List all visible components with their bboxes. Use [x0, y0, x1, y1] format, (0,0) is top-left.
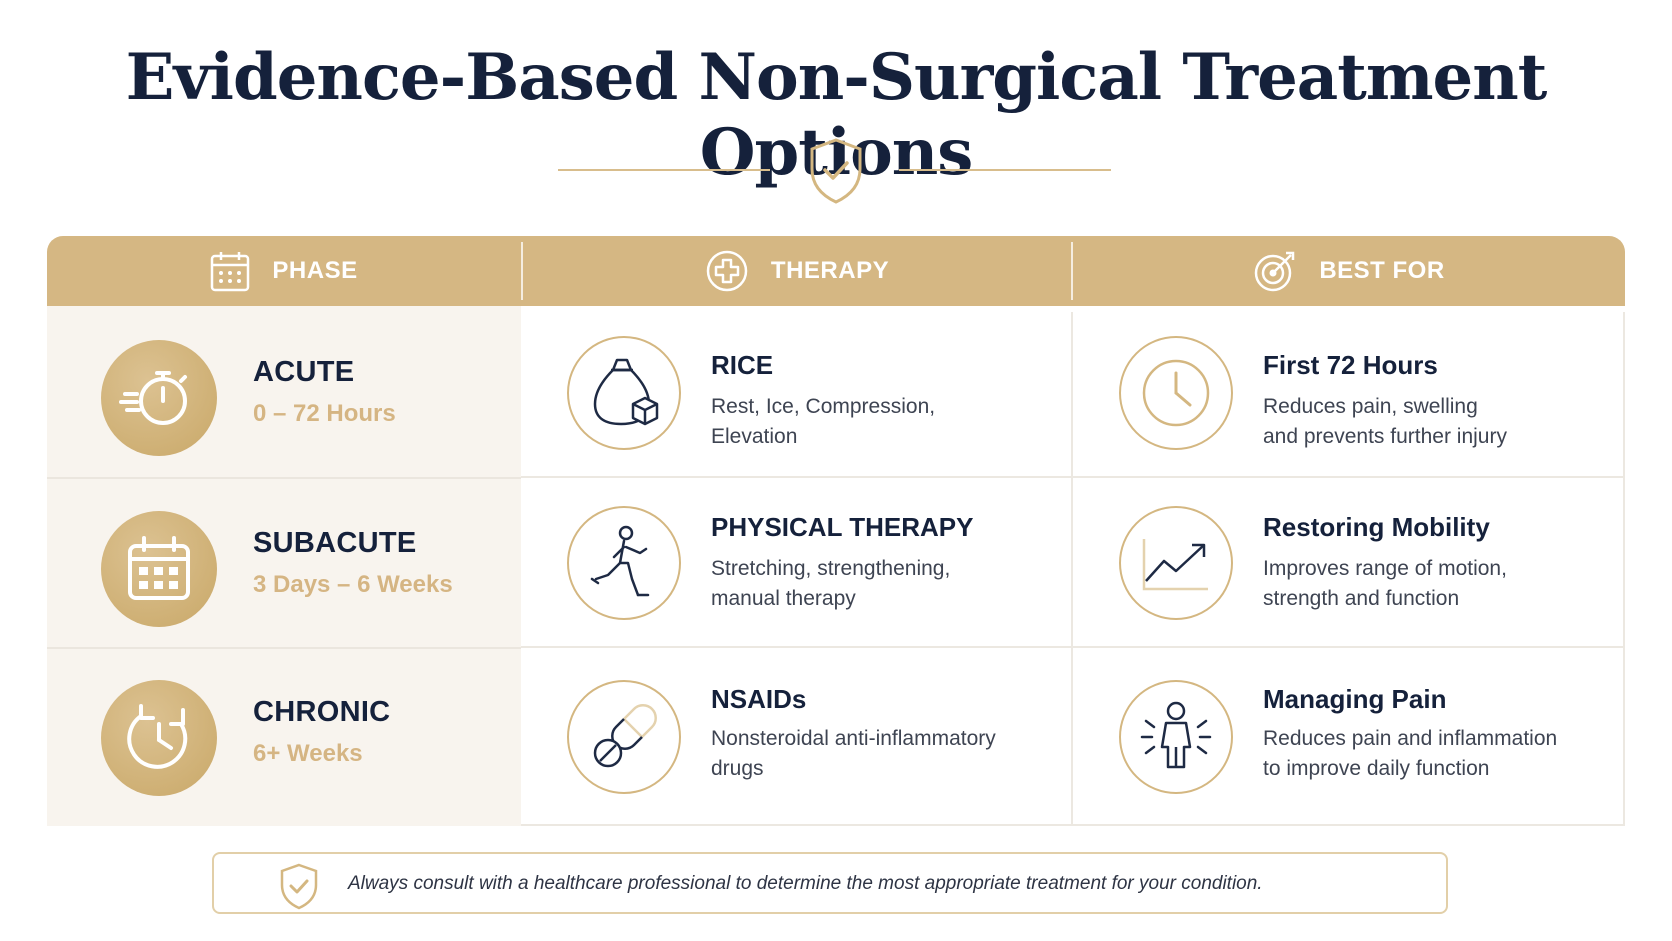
- clock-cycle-icon: [127, 704, 188, 769]
- header-best-for: BEST FOR: [1073, 236, 1625, 306]
- header-separator: [1071, 242, 1073, 300]
- therapy-cell: PHYSICAL THERAPY Stretching, strengtheni…: [521, 478, 1073, 648]
- therapy-icon-ring: [567, 506, 681, 620]
- best-for-icon-ring: [1119, 680, 1233, 794]
- ice-pack-icon: [593, 358, 659, 426]
- therapy-icon-ring: [567, 680, 681, 794]
- therapy-title: PHYSICAL THERAPY: [711, 512, 974, 542]
- best-for-cell: Restoring Mobility Improves range of mot…: [1073, 478, 1625, 648]
- lunge-exercise-icon: [590, 525, 650, 597]
- row-divider: [47, 647, 521, 649]
- header-phase: PHASE: [47, 236, 521, 306]
- best-for-icon-ring: [1119, 336, 1233, 450]
- best-for-icon-ring: [1119, 506, 1233, 620]
- header-phase-label: PHASE: [272, 257, 358, 284]
- calendar-icon: [128, 536, 190, 600]
- shield-check-icon: [280, 863, 318, 910]
- clock-icon: [1142, 359, 1210, 427]
- therapy-description: Rest, Ice, Compression, Elevation: [711, 395, 936, 448]
- phase-name: CHRONIC: [253, 696, 391, 728]
- therapy-description: Stretching, strengthening, manual therap…: [711, 557, 951, 610]
- title-divider-left: [558, 169, 770, 171]
- phase-range: 0 – 72 Hours: [253, 400, 396, 427]
- best-for-description: Reduces pain, swelling and prevents furt…: [1263, 395, 1507, 448]
- treatment-table: PHASE THERAPY BEST FOR: [47, 236, 1625, 826]
- therapy-description: Nonsteroidal anti-inflammatory drugs: [711, 727, 996, 780]
- phase-name: SUBACUTE: [253, 527, 417, 559]
- therapy-icon-ring: [567, 336, 681, 450]
- person-pain-icon: [1140, 701, 1212, 769]
- shield-check-icon: [810, 138, 862, 204]
- row-divider: [47, 477, 521, 479]
- disclaimer-box: Always consult with a healthcare profess…: [212, 852, 1448, 914]
- pill-icon: [593, 704, 657, 768]
- therapy-title: NSAIDs: [711, 684, 807, 714]
- target-icon: [1255, 251, 1295, 292]
- title-divider-right: [899, 169, 1111, 171]
- disclaimer-text: Always consult with a healthcare profess…: [348, 873, 1263, 894]
- header-therapy-label: THERAPY: [770, 257, 890, 284]
- header-best-for-label: BEST FOR: [1319, 257, 1445, 284]
- medical-cross-icon: [706, 250, 748, 292]
- best-for-cell: First 72 Hours Reduces pain, swelling an…: [1073, 312, 1625, 478]
- phase-range: 6+ Weeks: [253, 740, 363, 767]
- best-for-cell: Managing Pain Reduces pain and inflammat…: [1073, 648, 1625, 826]
- header-separator: [521, 242, 523, 300]
- stopwatch-icon: [119, 371, 187, 425]
- phase-icon-circle: [101, 511, 217, 627]
- calendar-icon: [211, 252, 250, 292]
- phase-icon-circle: [101, 680, 217, 796]
- best-for-description: Improves range of motion, strength and f…: [1263, 557, 1507, 610]
- best-for-title: Managing Pain: [1263, 684, 1447, 714]
- phase-range: 3 Days – 6 Weeks: [253, 571, 453, 598]
- best-for-title: First 72 Hours: [1263, 350, 1438, 380]
- phase-icon-circle: [101, 340, 217, 456]
- therapy-cell: RICE Rest, Ice, Compression, Elevation: [521, 312, 1073, 478]
- trend-up-icon: [1142, 539, 1208, 591]
- page-title: Evidence-Based Non-Surgical Treatment Op…: [125, 40, 1548, 190]
- best-for-title: Restoring Mobility: [1263, 512, 1490, 542]
- table-header: PHASE THERAPY BEST FOR: [47, 236, 1625, 306]
- phase-name: ACUTE: [253, 356, 355, 388]
- therapy-cell: NSAIDs Nonsteroidal anti-inflammatory dr…: [521, 648, 1073, 826]
- best-for-description: Reduces pain and inflammation to improve…: [1263, 727, 1558, 780]
- header-therapy: THERAPY: [523, 236, 1071, 306]
- therapy-title: RICE: [711, 350, 774, 380]
